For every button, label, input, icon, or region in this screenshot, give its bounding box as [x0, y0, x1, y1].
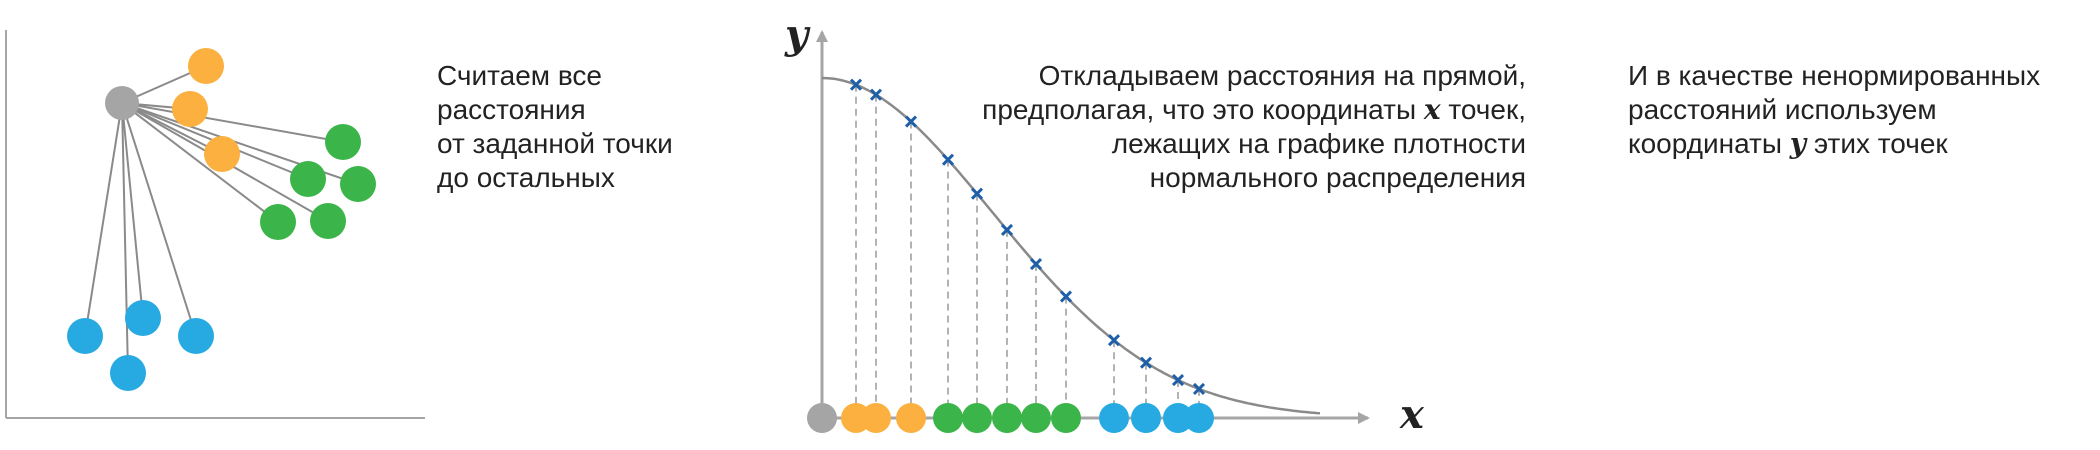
- distance-line: [121, 102, 197, 337]
- curve-mark: [941, 153, 955, 166]
- caption-right-line: расстояний используем: [1628, 94, 1937, 125]
- curve-mark: [1107, 334, 1121, 347]
- caption-left: Считаем все расстояния от заданной точки…: [437, 59, 673, 195]
- scatter-point: [204, 136, 240, 172]
- caption-middle-line: Откладываем расстояния на прямой,: [1038, 60, 1526, 91]
- caption-right: И в качестве ненормированных расстояний …: [1628, 59, 2040, 161]
- scatter-points: [67, 48, 376, 391]
- caption-left-line: до остальных: [437, 162, 615, 193]
- caption-right-line: координаты y этих точек: [1628, 127, 2040, 161]
- y-axis-label: y: [784, 11, 811, 58]
- curve-mark: [970, 187, 984, 200]
- reference-point: [105, 86, 139, 120]
- scatter-point: [110, 355, 146, 391]
- axis-point: [992, 403, 1022, 433]
- curve-mark: [1192, 382, 1206, 395]
- caption-middle: Откладываем расстояния на прямой, предпо…: [982, 59, 1526, 195]
- caption-left-line: от заданной точки: [437, 128, 673, 159]
- caption-middle-text: предполагая, что это координаты: [982, 94, 1417, 125]
- axis-point: [1131, 403, 1161, 433]
- curve-mark: [849, 78, 863, 91]
- curve-mark: [1059, 290, 1073, 303]
- scatter-point: [67, 318, 103, 354]
- x-axis-label: x: [1399, 391, 1425, 438]
- scatter-point: [290, 161, 326, 197]
- caption-right-text: этих точек: [1813, 128, 1948, 159]
- curve-mark: [1171, 373, 1185, 387]
- distance-line: [84, 102, 123, 337]
- axis-point: [1099, 403, 1129, 433]
- caption-right-line: И в качестве ненормированных: [1628, 60, 2041, 91]
- scatter-point: [325, 124, 361, 160]
- axis-point: [896, 403, 926, 433]
- scatter-point: [260, 204, 296, 240]
- scatter-point: [178, 318, 214, 354]
- scatter-point: [340, 166, 376, 202]
- axis-point: [933, 403, 963, 433]
- caption-middle-line: предполагая, что это координаты x точек,: [982, 93, 1526, 127]
- axis-point: [962, 403, 992, 433]
- axis-point: [807, 403, 837, 433]
- caption-middle-line: лежащих на графике плотности: [1111, 128, 1526, 159]
- distance-line: [121, 102, 344, 143]
- left-panel: [5, 30, 425, 419]
- variable-x: x: [1423, 93, 1441, 126]
- density-panel: y x: [784, 11, 1425, 438]
- variable-y: y: [1789, 127, 1807, 160]
- axis-point: [1051, 403, 1081, 433]
- curve-mark: [1000, 223, 1014, 236]
- caption-left-line: расстояния: [437, 94, 586, 125]
- scatter-point: [188, 48, 224, 84]
- distance-line: [121, 102, 144, 319]
- axis-point: [861, 403, 891, 433]
- curve-mark: [1139, 356, 1153, 369]
- caption-middle-line: нормального распределения: [1149, 162, 1526, 193]
- axis-point: [1163, 403, 1193, 433]
- scatter-point: [172, 91, 208, 127]
- curve-mark: [869, 88, 883, 101]
- distance-line: [121, 102, 129, 374]
- curve-mark: [904, 115, 918, 128]
- caption-middle-text: точек,: [1448, 94, 1526, 125]
- caption-left-line: Считаем все: [437, 60, 602, 91]
- curve-marks: [849, 78, 1206, 395]
- distance-lines: [84, 65, 359, 374]
- axis-point: [1021, 403, 1051, 433]
- curve-mark: [1029, 257, 1043, 271]
- scatter-point: [310, 203, 346, 239]
- distance-line: [121, 102, 279, 223]
- caption-right-text: координаты: [1628, 128, 1782, 159]
- axis-point: [1184, 403, 1214, 433]
- axis-points: [807, 403, 1214, 433]
- density-curve: [821, 76, 1321, 415]
- scatter-point: [125, 300, 161, 336]
